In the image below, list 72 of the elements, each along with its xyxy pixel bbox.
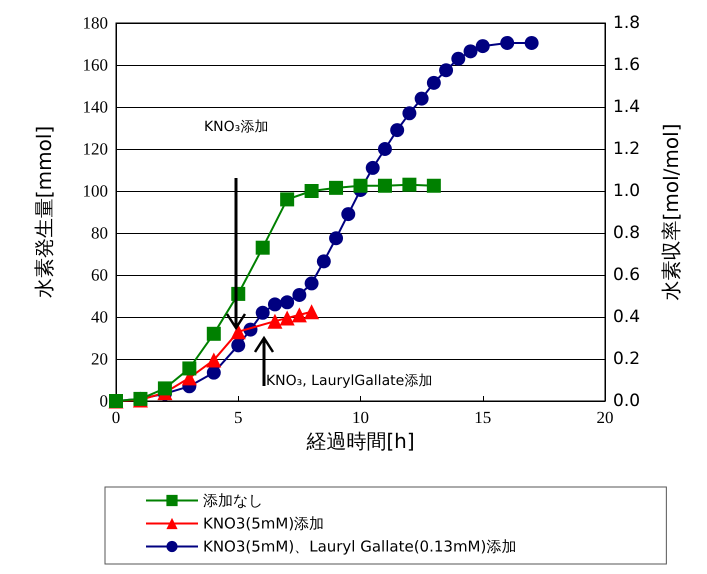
y-tick-label: 0: [100, 392, 108, 410]
y2-tick-label: 0.2: [613, 349, 640, 369]
y-tick-label: 100: [82, 182, 108, 200]
y-axis-title: 水素発生量[mmol]: [32, 126, 56, 298]
point: [280, 295, 294, 310]
point: [451, 52, 466, 66]
point: [366, 160, 380, 175]
y2-tick-label: 0.8: [613, 223, 640, 243]
point: [256, 240, 270, 255]
point: [158, 381, 172, 396]
x-tick-label: 0: [112, 408, 120, 427]
y-tick-label: 140: [82, 98, 108, 116]
x-tick-label: 10: [352, 408, 369, 427]
x-tick-label: 15: [474, 408, 492, 427]
point: [206, 352, 222, 368]
y2-tick-label: 1.8: [613, 13, 640, 33]
point: [402, 106, 416, 120]
point: [354, 178, 368, 193]
y2-tick-label: 1.0: [613, 181, 640, 201]
legend-label: KNO3(5mM)添加: [203, 514, 324, 532]
point: [268, 297, 282, 312]
point: [316, 254, 331, 268]
legend-label: KNO3(5mM)、Lauryl Gallate(0.13mM)添加: [203, 538, 516, 556]
point: [524, 36, 539, 50]
x-tick-label: 5: [234, 408, 242, 427]
point: [329, 180, 344, 195]
point: [292, 288, 306, 302]
y2-axis-title: 水素収率[mol/mol]: [659, 124, 683, 300]
y-tick-label: 120: [82, 140, 108, 158]
legend-label: 添加なし: [203, 492, 263, 510]
annotation: KNO₃, LaurylGallate添加: [266, 372, 432, 390]
y2-tick-label: 0.0: [613, 391, 640, 411]
point: [464, 44, 478, 58]
y-tick-label: 180: [82, 14, 108, 32]
y-tick-label: 80: [91, 224, 108, 242]
point: [476, 39, 490, 54]
y2-tick-label: 1.6: [613, 55, 640, 75]
y2-tick-label: 0.6: [613, 265, 640, 285]
point: [280, 310, 295, 326]
y-tick-label: 160: [82, 56, 108, 74]
point: [256, 306, 270, 320]
point: [378, 142, 392, 156]
point: [182, 361, 196, 376]
point: [206, 366, 221, 380]
point: [500, 36, 514, 50]
point: [402, 178, 416, 192]
point: [439, 63, 454, 78]
point: [230, 324, 246, 340]
point: [280, 192, 294, 206]
point: [304, 276, 319, 290]
x-axis-title: 経過時間[h]: [305, 428, 415, 453]
y-tick-label: 60: [91, 266, 108, 284]
y2-tick-label: 1.4: [613, 97, 640, 117]
y-tick-label: 40: [91, 308, 108, 326]
point: [426, 76, 441, 90]
point: [292, 307, 307, 322]
point: [426, 178, 441, 193]
point: [304, 304, 320, 320]
point: [414, 92, 429, 106]
y2-tick-label: 0.4: [613, 307, 640, 327]
point: [341, 207, 356, 222]
point: [231, 338, 246, 352]
y-tick-label: 20: [91, 350, 108, 368]
point: [390, 123, 404, 138]
point: [329, 231, 344, 246]
y2-tick-label: 1.2: [613, 139, 640, 159]
annotation: KNO₃添加: [204, 118, 268, 136]
point: [206, 326, 221, 341]
x-tick-label: 20: [596, 408, 614, 427]
point: [378, 178, 392, 193]
point: [267, 314, 282, 329]
point: [304, 184, 319, 198]
